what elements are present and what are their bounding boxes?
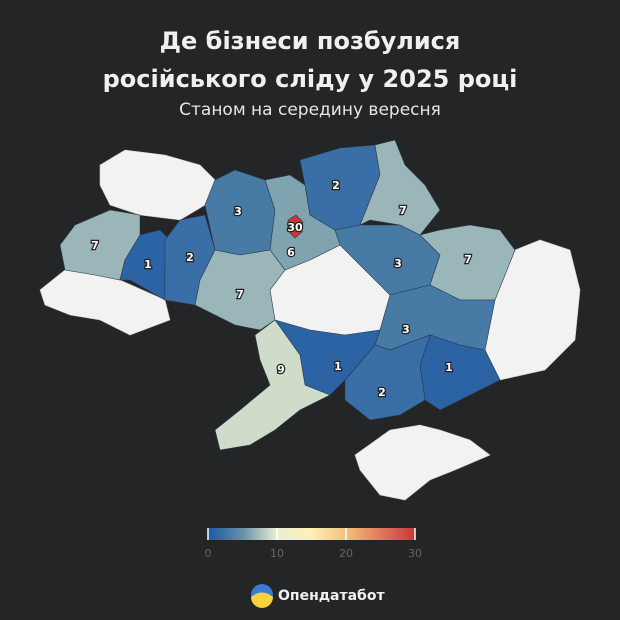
region-label: 2 (332, 179, 340, 192)
title: Де бізнеси позбулися російського сліду у… (102, 27, 518, 93)
region-labels: 7 1 2 3 6 30 2 7 3 7 7 3 1 2 1 9 (90, 178, 473, 401)
colorbar-tick-label: 0 (205, 547, 212, 560)
colorbar-tick-label: 20 (339, 547, 353, 560)
region-label: 1 (445, 361, 453, 374)
colorbar-tick-label: 30 (408, 547, 422, 560)
region-no-data (99, 149, 216, 221)
colorbar-tick-label: 10 (270, 547, 284, 560)
region-label: 7 (236, 288, 244, 301)
region-label: 2 (378, 386, 386, 399)
region-label: 7 (91, 239, 99, 252)
regions (59, 139, 516, 451)
region-label: 1 (334, 360, 342, 373)
colorbar-gradient (208, 528, 415, 540)
region-label: 1 (144, 258, 152, 271)
region (419, 224, 516, 301)
region (214, 319, 331, 451)
brand: Опендатабот (278, 588, 385, 604)
region (287, 214, 304, 239)
region-label: 2 (186, 251, 194, 264)
region-label: 9 (277, 363, 285, 376)
region-label: 3 (234, 205, 242, 218)
region-label: 7 (464, 253, 472, 266)
region-label: 3 (402, 323, 410, 336)
region-label: 3 (394, 257, 402, 270)
region-label: 7 (399, 204, 407, 217)
no-data-regions (39, 149, 581, 501)
region-no-data (354, 424, 491, 501)
colorbar: 0 10 20 30 (205, 528, 422, 560)
subtitle: Станом на середину вересня (179, 100, 441, 120)
logo (251, 592, 273, 608)
region-label: 6 (287, 246, 295, 259)
region (344, 334, 431, 421)
region (194, 249, 286, 331)
region-label: 30 (287, 221, 303, 234)
